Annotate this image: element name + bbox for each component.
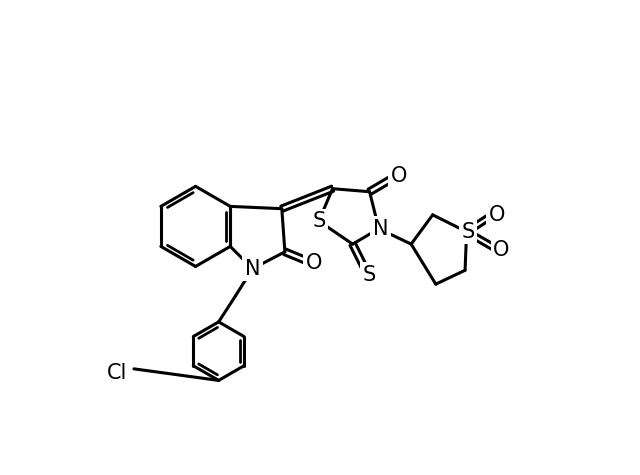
Text: S: S bbox=[461, 222, 475, 242]
Text: O: O bbox=[390, 166, 407, 186]
Text: N: N bbox=[372, 218, 388, 239]
Text: N: N bbox=[244, 259, 260, 279]
Text: Cl: Cl bbox=[107, 363, 127, 383]
Text: S: S bbox=[312, 211, 325, 231]
Text: O: O bbox=[493, 239, 509, 259]
Text: O: O bbox=[488, 205, 505, 225]
Text: O: O bbox=[306, 253, 323, 273]
Text: S: S bbox=[363, 265, 376, 285]
